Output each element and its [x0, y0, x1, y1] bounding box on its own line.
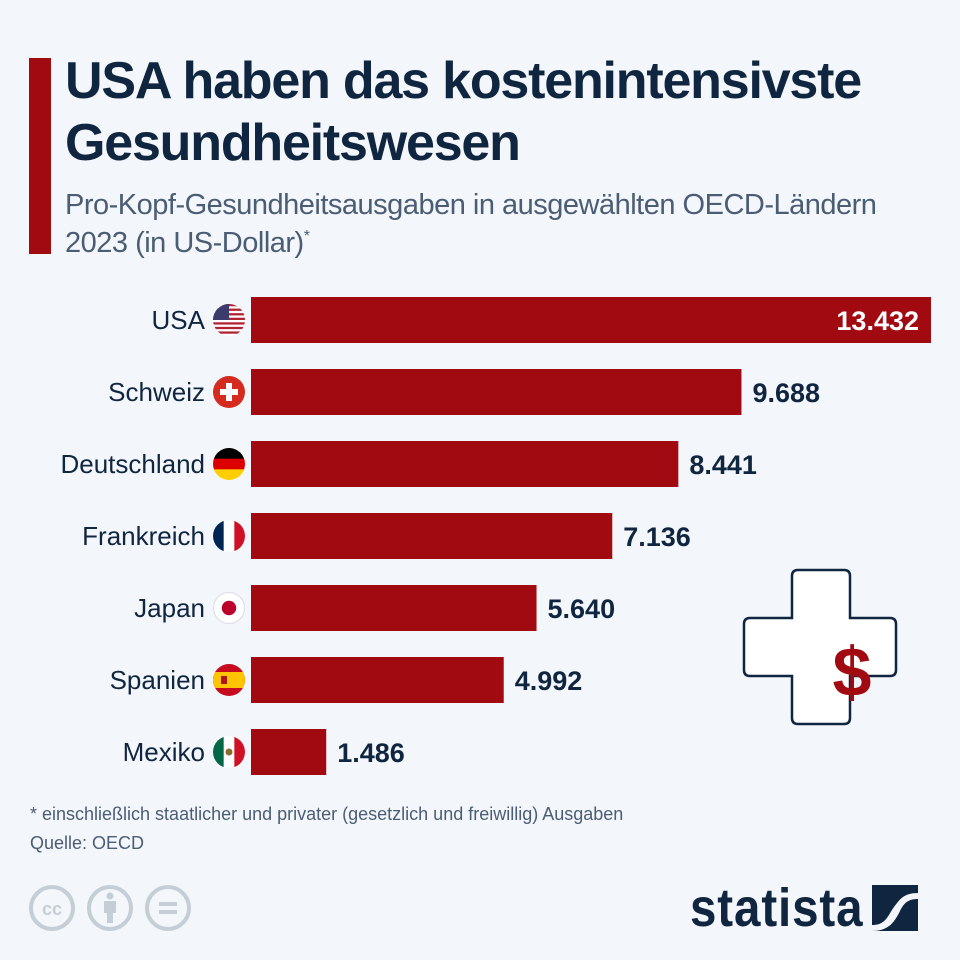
bar-row: Spanien 4.992 [110, 657, 583, 703]
category-label: Mexiko [123, 737, 205, 767]
bar [251, 657, 504, 703]
value-label: 4.992 [515, 666, 583, 696]
statista-wordmark: statista [690, 878, 864, 938]
category-label: Deutschland [60, 449, 205, 479]
spain-flag-icon [213, 664, 245, 696]
bar-chart: USA 13.432 Schweiz 9.688 Deutschland 8.441 Fra… [60, 297, 931, 775]
category-label: Schweiz [108, 377, 205, 407]
bar-row: USA 13.432 [152, 297, 931, 343]
source-text: Quelle: OECD [30, 833, 145, 853]
category-label: Spanien [110, 665, 205, 695]
value-label: 7.136 [623, 522, 691, 552]
value-label: 1.486 [337, 738, 405, 768]
bar [251, 729, 327, 775]
germany-flag-icon [213, 448, 245, 480]
chart-title: USA haben das kostenintensivste Gesundhe… [65, 52, 862, 172]
statista-logo-icon [872, 885, 918, 931]
statista-brand[interactable]: statista [690, 878, 918, 938]
cc-icon[interactable]: cc [28, 884, 76, 932]
medical-cost-icon: $ [742, 568, 898, 726]
category-label: Japan [134, 593, 205, 623]
bar [251, 297, 931, 343]
value-label: 9.688 [752, 378, 820, 408]
bar-row: Mexiko 1.486 [123, 729, 405, 775]
japan-flag-icon [213, 592, 245, 624]
bar-row: Frankreich 7.136 [82, 513, 691, 559]
category-label: USA [152, 305, 206, 335]
france-flag-icon [213, 520, 245, 552]
switzerland-flag-icon [213, 376, 245, 408]
mexico-flag-icon [213, 736, 245, 768]
svg-text:$: $ [833, 633, 872, 711]
no-derivatives-icon[interactable] [144, 884, 192, 932]
bar [251, 513, 613, 559]
value-label: 13.432 [836, 306, 919, 336]
subtitle-text: Pro-Kopf-Gesundheitsausgaben in ausgewäh… [65, 189, 877, 259]
category-label: Frankreich [82, 521, 205, 551]
value-label: 8.441 [689, 450, 757, 480]
attribution-icon[interactable] [86, 884, 134, 932]
title-accent-bar [29, 58, 51, 254]
chart-subtitle: Pro-Kopf-Gesundheitsausgaben in ausgewäh… [65, 186, 945, 262]
svg-text:cc: cc [42, 899, 62, 919]
value-label: 5.640 [548, 594, 616, 624]
bar [251, 369, 742, 415]
bar [251, 585, 537, 631]
bar-row: Japan 5.640 [134, 585, 615, 631]
us-flag-icon [213, 304, 245, 336]
bar-row: Schweiz 9.688 [108, 369, 820, 415]
subtitle-footnote-marker: * [303, 228, 310, 245]
bar-row: Deutschland 8.441 [60, 441, 757, 487]
footnote: * einschließlich staatlicher und private… [30, 804, 624, 824]
bar [251, 441, 679, 487]
license-icons[interactable]: cc [28, 884, 192, 932]
